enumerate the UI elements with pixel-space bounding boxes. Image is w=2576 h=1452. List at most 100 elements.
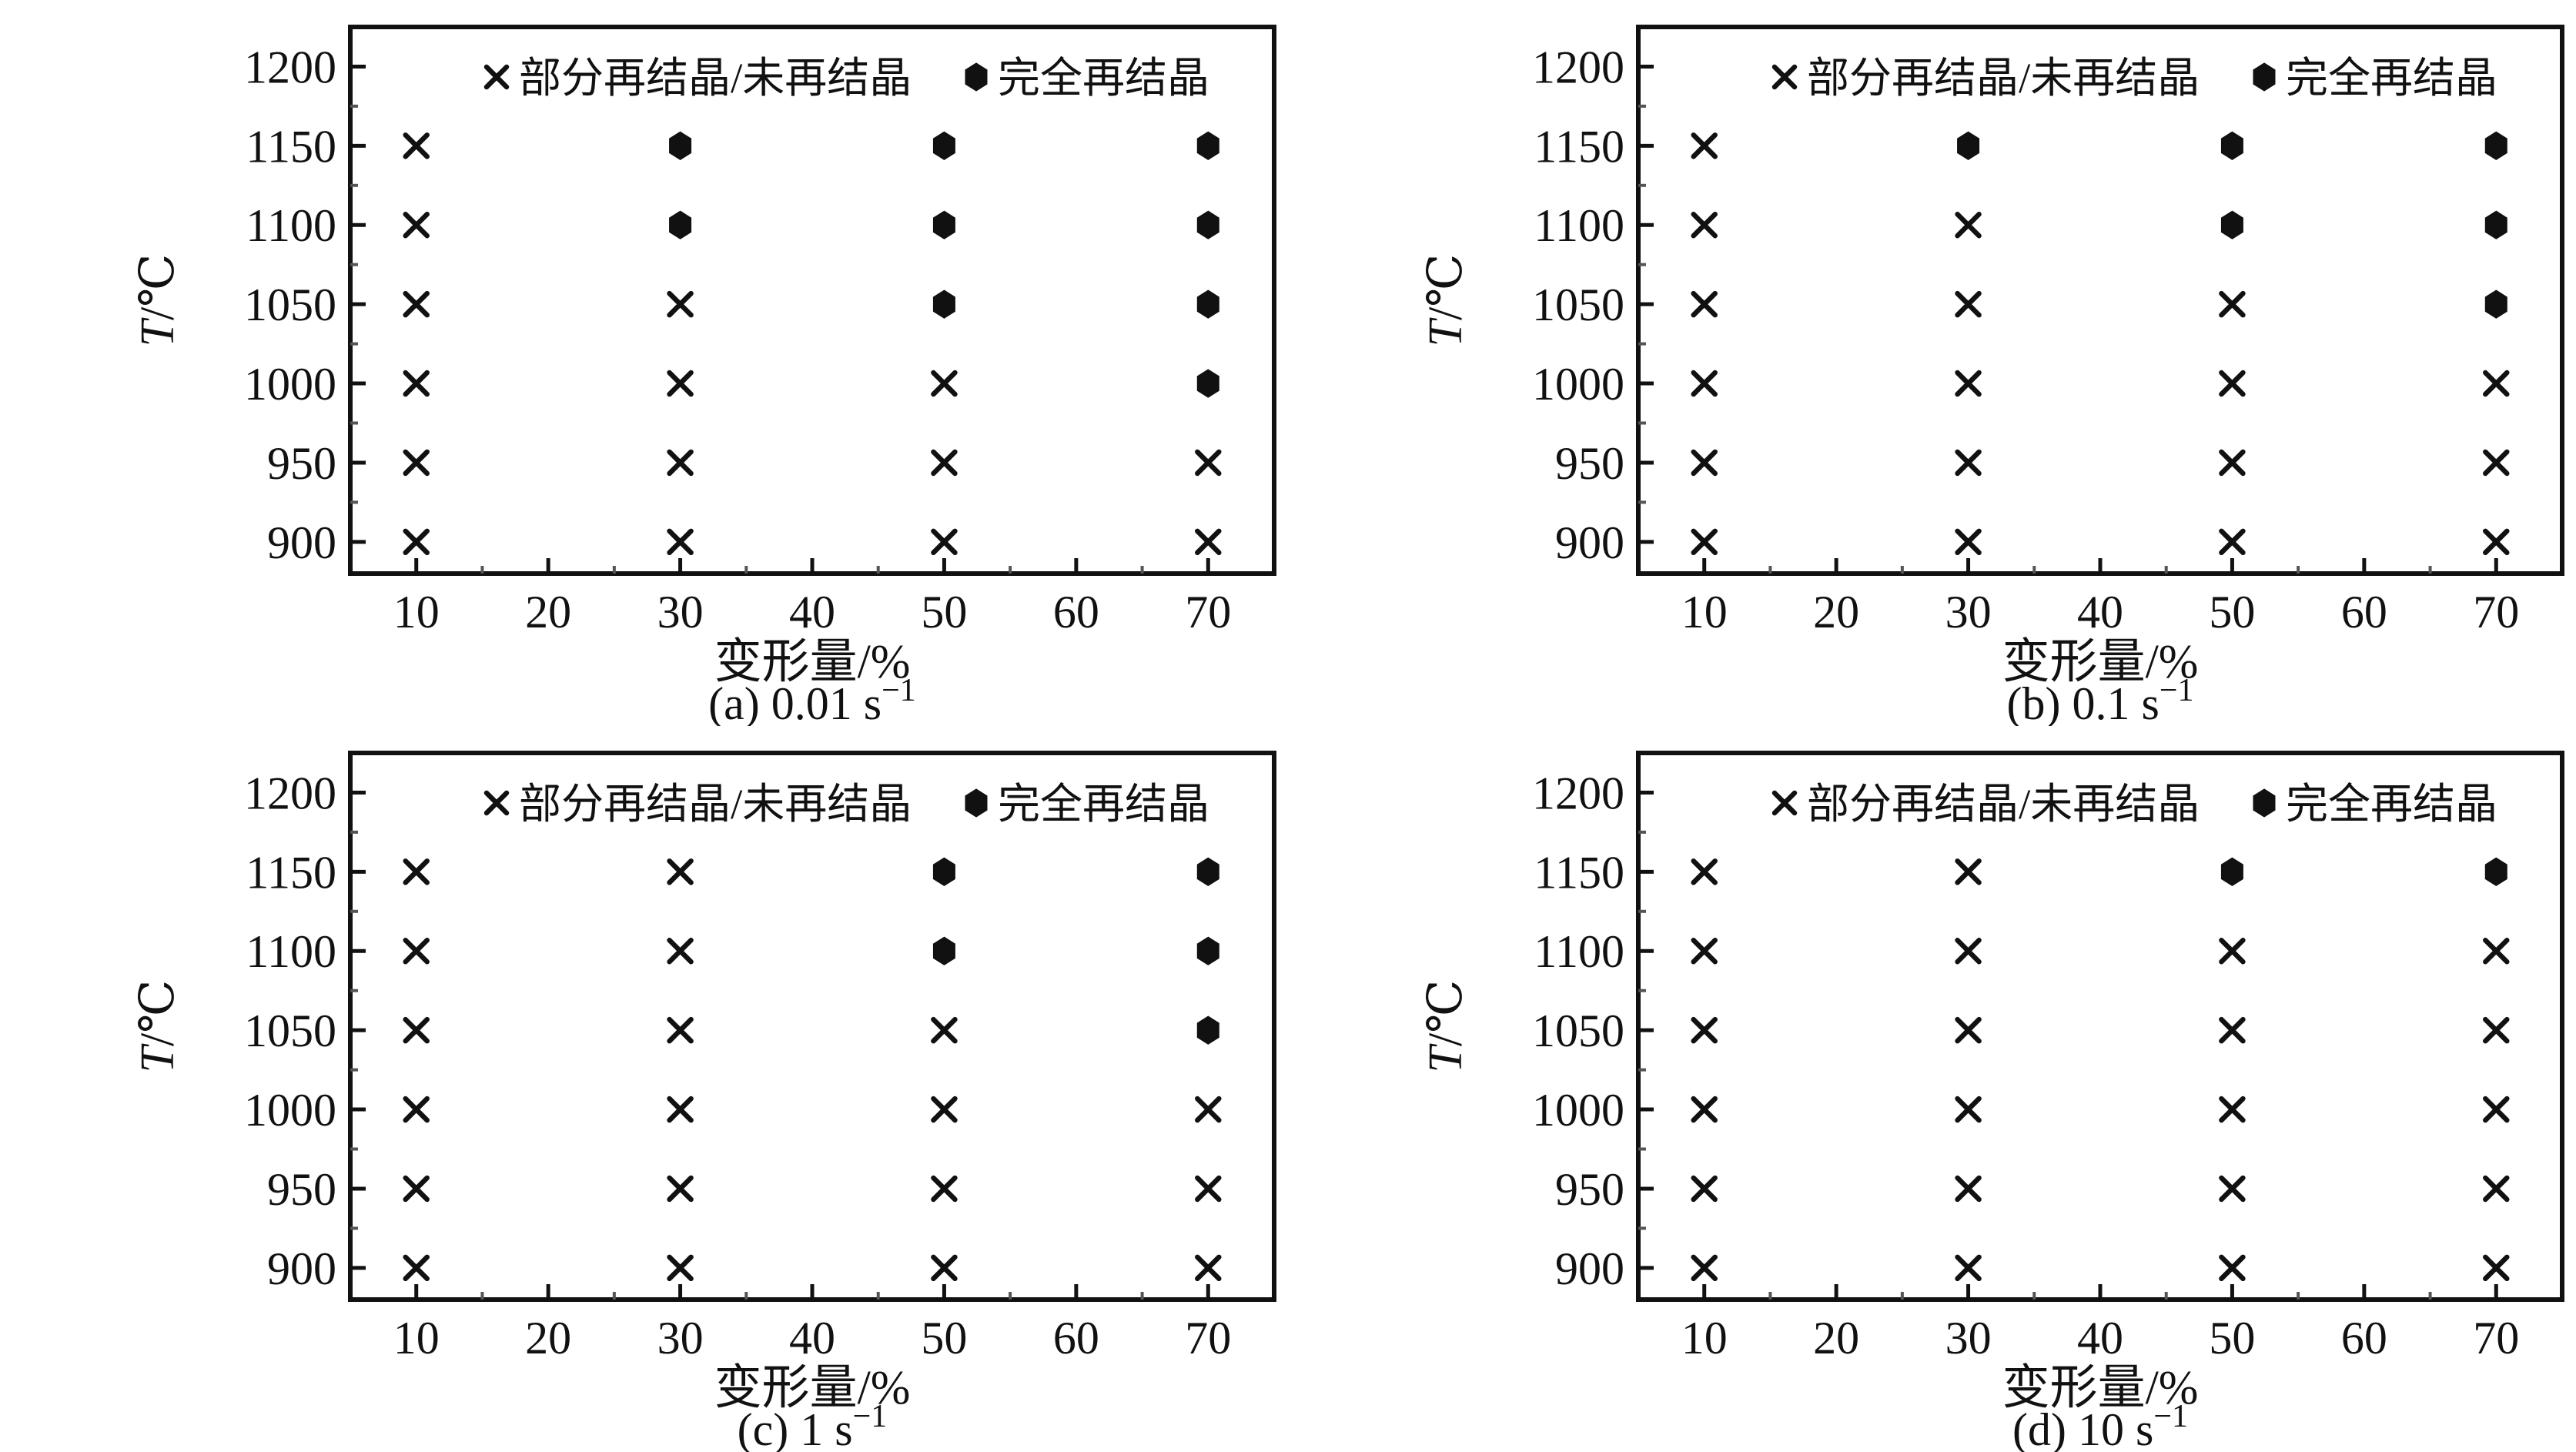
legend-hexagon-marker <box>2253 62 2276 92</box>
data-point-cross <box>1691 211 1718 239</box>
data-point-cross <box>1955 1254 1982 1282</box>
x-tick-label: 60 <box>1053 1313 1099 1363</box>
panel-c: 10 20 30 40 50 60 70 900 950 1000 1050 1100 1150 1200… <box>0 726 1288 1452</box>
data-point-cross <box>931 1254 958 1282</box>
x-tick-label: 30 <box>1945 1313 1992 1363</box>
y-tick-label: 1150 <box>246 847 336 898</box>
data-point-cross <box>2219 1016 2246 1044</box>
y-tick-label: 900 <box>267 517 336 568</box>
legend-cross-label: 部分再结晶/未再结晶 <box>1807 55 2200 102</box>
y-axis-title: T/℃ <box>132 253 184 346</box>
y-tick-label: 1100 <box>1534 926 1624 977</box>
x-tick-label: 70 <box>1185 587 1231 637</box>
data-point-cross <box>1691 937 1718 965</box>
data-point-cross <box>931 1016 958 1044</box>
data-point-hexagon <box>1196 210 1219 239</box>
data-point-hexagon <box>2220 131 2243 161</box>
plot-area-border <box>348 751 1276 1302</box>
y-tick-label: 1050 <box>1532 279 1624 330</box>
y-axis-title: T/℃ <box>1420 253 1472 346</box>
legend-cross-marker <box>483 64 510 90</box>
y-tick-label: 1000 <box>244 359 336 410</box>
data-point-cross <box>403 1254 430 1282</box>
data-point-cross <box>403 858 430 885</box>
y-tick-label: 1200 <box>1532 42 1624 92</box>
x-tick-label: 10 <box>393 587 440 637</box>
y-tick-label: 1100 <box>246 200 336 251</box>
legend-cross-label: 部分再结晶/未再结晶 <box>519 781 912 828</box>
x-tick-label: 50 <box>921 1313 967 1363</box>
data-point-cross <box>403 370 430 397</box>
data-point-cross <box>1195 1096 1222 1123</box>
legend-hexagon-marker <box>965 62 988 92</box>
data-point-cross <box>1955 211 1982 239</box>
legend-hexagon-marker <box>965 788 988 818</box>
data-point-hexagon <box>669 131 692 161</box>
data-point-cross <box>931 1096 958 1123</box>
data-point-hexagon <box>932 289 955 319</box>
legend-hexagon-label: 完全再结晶 <box>2286 55 2497 102</box>
data-point-cross <box>1691 858 1718 885</box>
panel-c-plot: 10 20 30 40 50 60 70 900 950 1000 1050 1100 1150 1200… <box>132 751 1276 1452</box>
data-point-cross <box>2483 528 2510 556</box>
data-point-hexagon <box>1196 369 1219 398</box>
legend-hexagon-label: 完全再结晶 <box>2286 781 2497 828</box>
data-point-cross <box>667 370 694 397</box>
x-tick-label: 60 <box>1053 587 1099 637</box>
panel-a-plot: 10 20 30 40 50 60 70 900 950 1000 1050 1100 1150 1200… <box>132 25 1276 726</box>
data-point-cross <box>1691 370 1718 397</box>
data-point-cross <box>1955 937 1982 965</box>
y-tick-label: 1050 <box>244 279 336 330</box>
data-point-hexagon <box>2220 857 2243 887</box>
data-point-cross <box>667 858 694 885</box>
panel-a: 10 20 30 40 50 60 70 900 950 1000 1050 1100 1150 1200… <box>0 0 1288 726</box>
data-point-cross <box>2219 1254 2246 1282</box>
y-tick-label: 950 <box>1555 1164 1624 1215</box>
data-point-cross <box>1691 528 1718 556</box>
y-tick-label: 950 <box>267 1164 336 1215</box>
data-point-cross <box>667 1096 694 1123</box>
legend-cross-marker <box>483 790 510 816</box>
data-point-cross <box>2483 370 2510 397</box>
x-tick-label: 50 <box>2209 587 2255 637</box>
y-tick-label: 1200 <box>1532 768 1624 818</box>
x-tick-label: 40 <box>2077 587 2123 637</box>
data-point-cross <box>1691 1096 1718 1123</box>
panel-b: 10 20 30 40 50 60 70 900 950 1000 1050 1100 1150 1200… <box>1288 0 2576 726</box>
x-tick-label: 40 <box>789 587 835 637</box>
y-tick-label: 900 <box>267 1243 336 1294</box>
data-point-cross <box>667 1175 694 1203</box>
y-tick-label: 900 <box>1555 517 1624 568</box>
data-point-hexagon <box>1196 131 1219 161</box>
x-axis-title: 变形量/% <box>2002 636 2199 688</box>
data-point-cross <box>667 528 694 556</box>
plot-area-border <box>1636 751 2564 1302</box>
data-point-cross <box>2483 1175 2510 1203</box>
x-axis-title: 变形量/% <box>714 636 911 688</box>
data-point-cross <box>667 449 694 477</box>
x-tick-label: 70 <box>1185 1313 1231 1363</box>
data-point-cross <box>931 1175 958 1203</box>
x-tick-label: 10 <box>1681 587 1728 637</box>
y-tick-label: 1200 <box>244 42 336 92</box>
data-point-cross <box>2483 937 2510 965</box>
y-tick-label: 1100 <box>1534 200 1624 251</box>
data-point-cross <box>403 290 430 318</box>
x-tick-label: 20 <box>525 587 571 637</box>
data-point-hexagon <box>932 210 955 239</box>
x-tick-label: 70 <box>2473 1313 2519 1363</box>
data-point-cross <box>1955 370 1982 397</box>
data-point-hexagon <box>1957 131 1980 161</box>
legend-hexagon-marker <box>2253 788 2276 818</box>
data-point-hexagon <box>1196 1015 1219 1045</box>
x-tick-label: 70 <box>2473 587 2519 637</box>
data-point-cross <box>931 528 958 556</box>
data-point-cross <box>403 937 430 965</box>
data-point-cross <box>2219 1175 2246 1203</box>
data-point-hexagon <box>2484 210 2507 239</box>
data-point-cross <box>2219 528 2246 556</box>
data-point-hexagon <box>932 857 955 887</box>
data-point-hexagon <box>2484 289 2507 319</box>
data-point-cross <box>1691 1016 1718 1044</box>
